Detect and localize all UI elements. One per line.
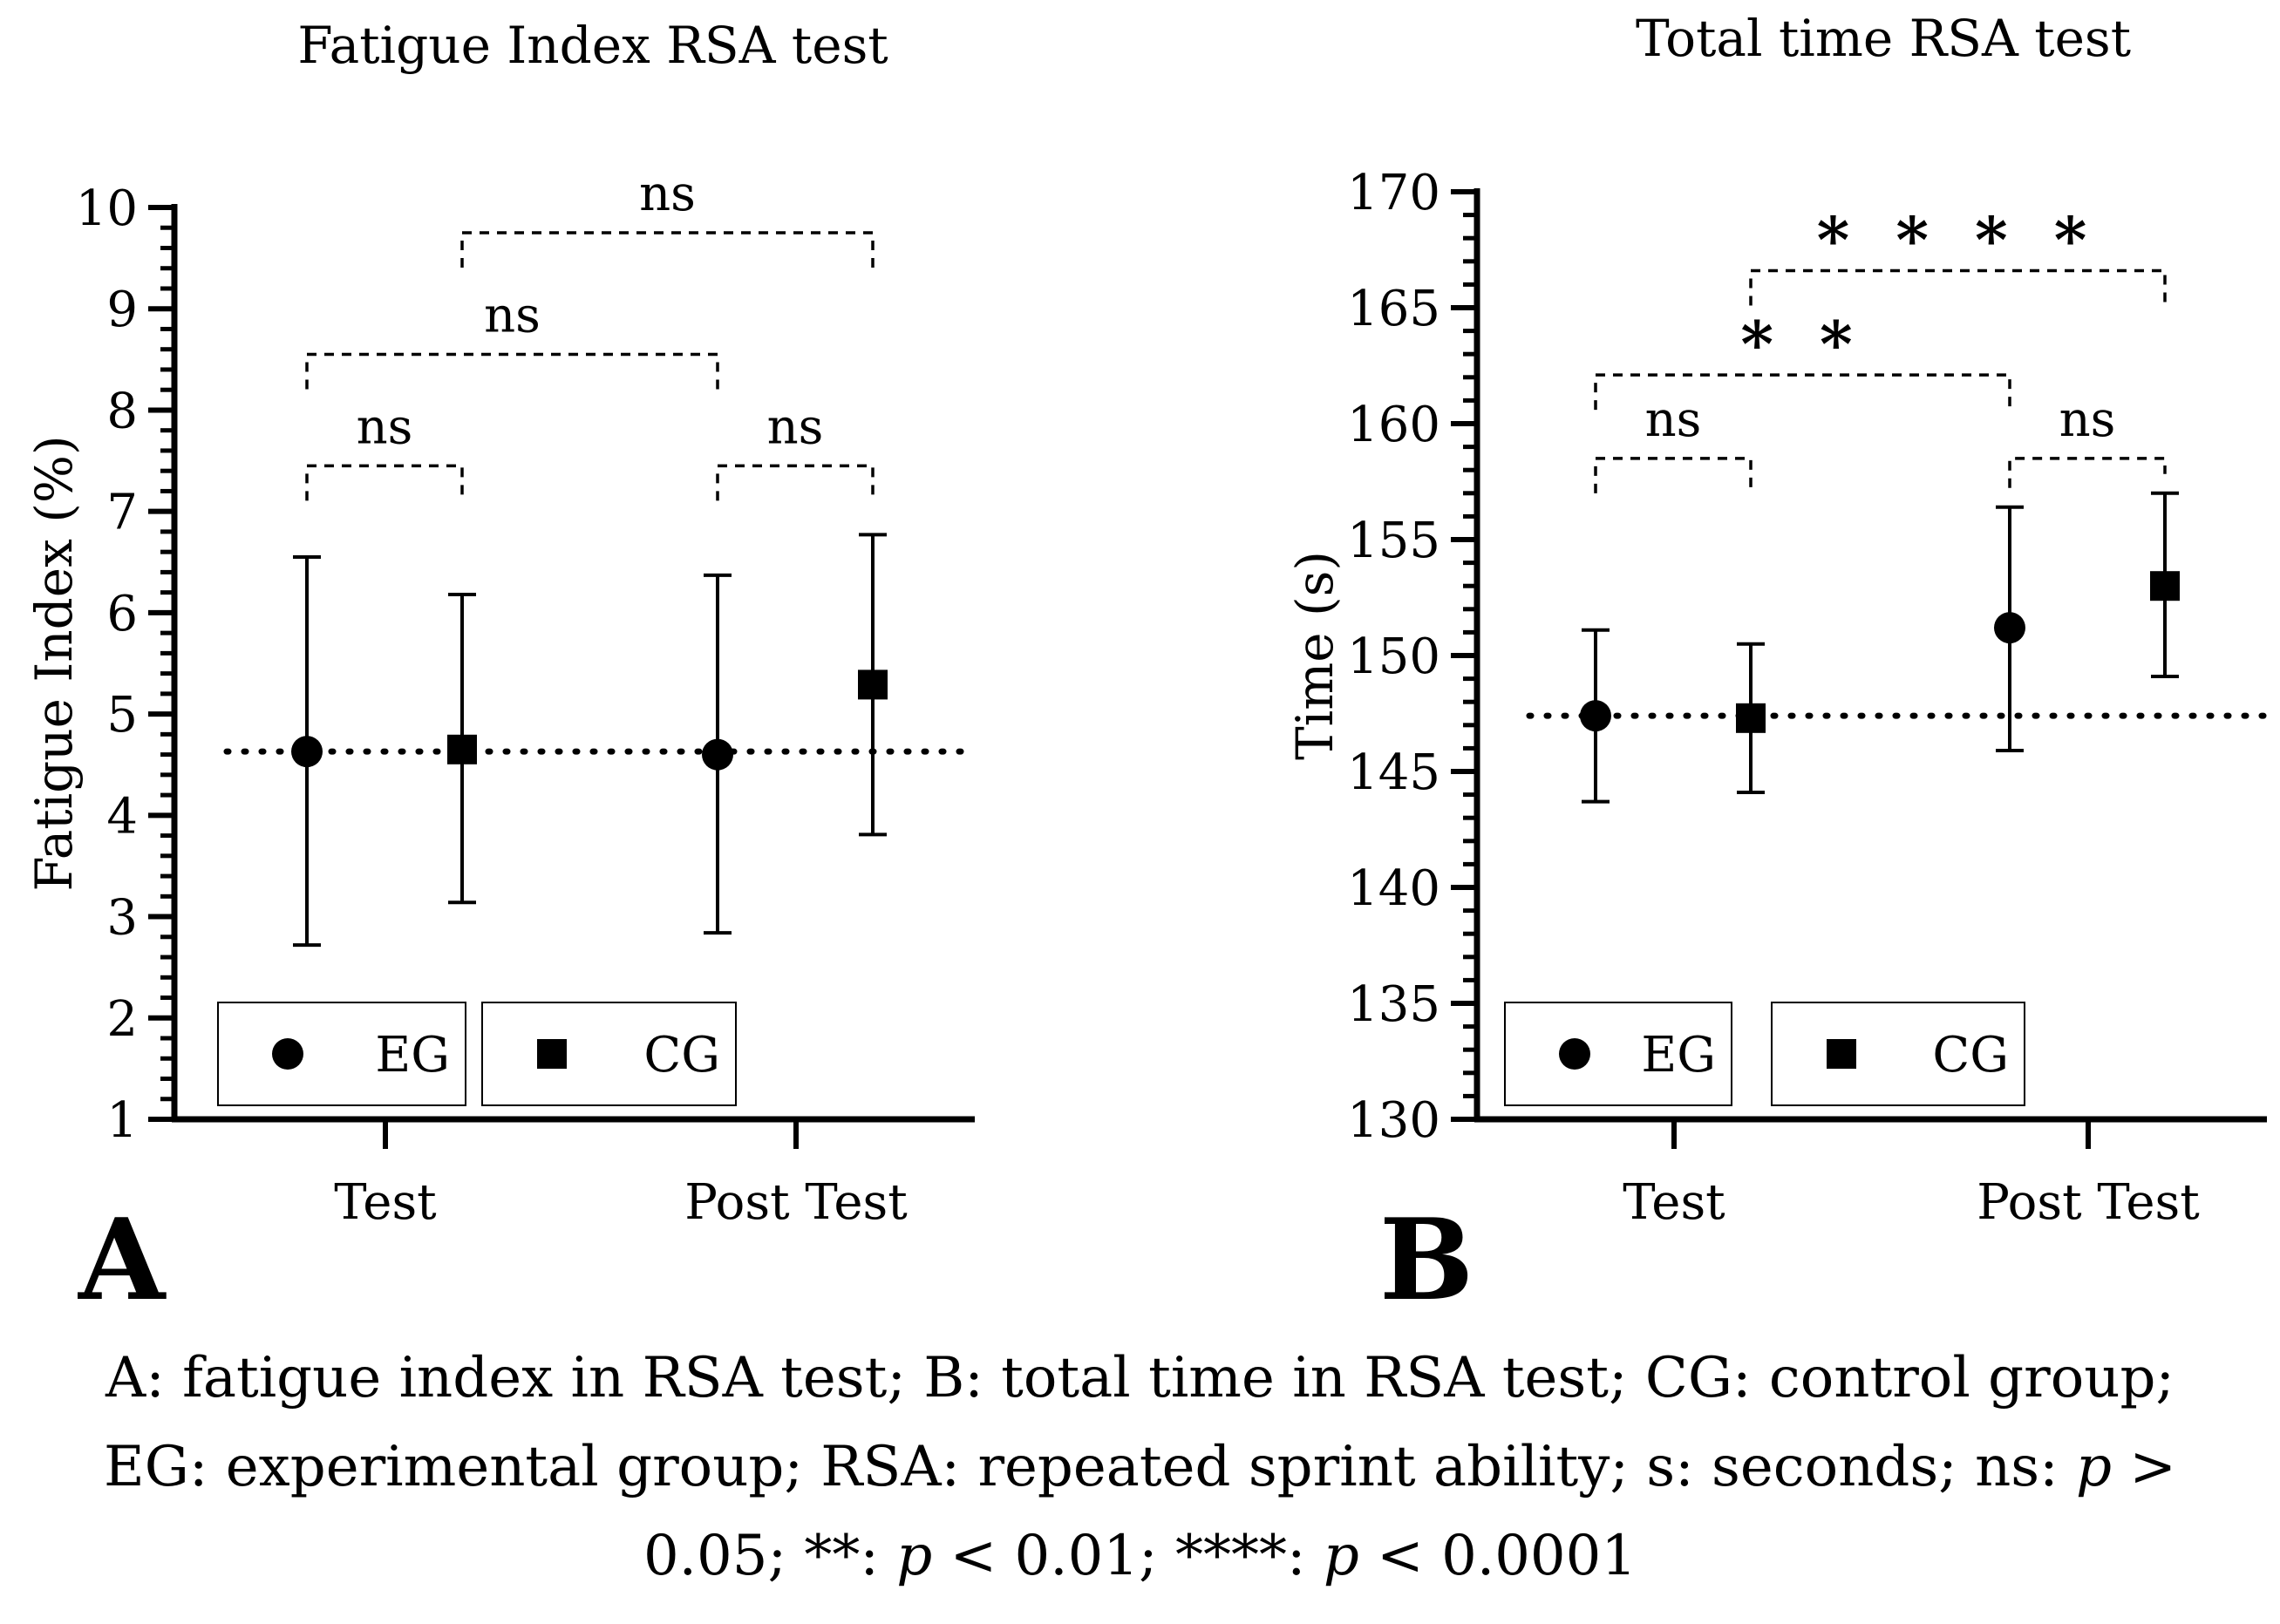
legend-marker-eg bbox=[272, 1038, 303, 1070]
y-tick-label: 155 bbox=[1347, 513, 1440, 569]
caption-p-symbol: p bbox=[2076, 1435, 2113, 1499]
comparison-bracket bbox=[1594, 373, 2011, 411]
x-tick-label: Post Test bbox=[684, 1174, 908, 1231]
y-tick-label: 170 bbox=[1347, 165, 1440, 221]
comparison-bracket bbox=[2008, 457, 2167, 488]
panel-b-total-time-chart: Total time RSA test 130 135 140 145 150 155 160… bbox=[1285, 9, 2270, 1326]
caption-line-2: EG: experimental group; RSA: repeated sp… bbox=[104, 1435, 2059, 1499]
panel-label: A bbox=[78, 1195, 167, 1326]
comparison-bracket bbox=[716, 464, 875, 501]
significance-label: ns bbox=[2059, 391, 2116, 448]
x-tick-label: Test bbox=[1623, 1174, 1725, 1231]
legend-label: CG bbox=[1932, 1027, 2009, 1084]
x-tick-label: Test bbox=[334, 1174, 437, 1231]
panel-label: B bbox=[1379, 1195, 1473, 1326]
y-tick-label: 165 bbox=[1347, 281, 1440, 337]
y-tick-label: 10 bbox=[76, 180, 138, 237]
y-tick-label: 6 bbox=[106, 586, 138, 642]
legend-label: EG bbox=[375, 1027, 450, 1084]
comparison-bracket bbox=[305, 352, 719, 390]
caption-p-symbol: p bbox=[896, 1524, 933, 1588]
significance-label: ns bbox=[767, 398, 824, 455]
y-tick-label: 5 bbox=[106, 687, 138, 744]
y-tick-label: 150 bbox=[1347, 629, 1440, 685]
y-axis-title: Time (s) bbox=[1285, 551, 1344, 760]
y-tick-label: 135 bbox=[1347, 976, 1440, 1033]
y-tick-label: 9 bbox=[106, 282, 138, 338]
data-point-eg bbox=[291, 736, 323, 768]
caption-threshold-3: < 0.0001 bbox=[1358, 1524, 1637, 1588]
significance-label: * * * * bbox=[1817, 202, 2100, 276]
significance-label: ns bbox=[1645, 391, 1702, 448]
caption-gt: > bbox=[2112, 1435, 2176, 1499]
data-point-cg bbox=[2150, 571, 2180, 601]
chart-title: Fatigue Index RSA test bbox=[297, 16, 888, 75]
caption-line-1: A: fatigue index in RSA test; B: total t… bbox=[105, 1346, 2175, 1410]
y-tick-label: 1 bbox=[106, 1092, 138, 1149]
data-point-eg bbox=[1994, 612, 2025, 644]
comparison-bracket bbox=[460, 231, 875, 268]
data-point-cg bbox=[1736, 703, 1766, 733]
y-tick-label: 4 bbox=[106, 788, 138, 845]
legend-label: CG bbox=[643, 1027, 720, 1084]
legend-box bbox=[481, 1002, 737, 1106]
legend-marker-cg bbox=[1827, 1039, 1856, 1069]
y-tick-label: 7 bbox=[106, 485, 138, 541]
data-point-cg bbox=[858, 669, 888, 700]
legend-marker-cg bbox=[537, 1039, 567, 1069]
significance-label: ns bbox=[357, 398, 413, 455]
data-point-cg bbox=[447, 734, 477, 764]
caption-threshold-1: 0.05; **: bbox=[643, 1524, 879, 1588]
caption-threshold-2: < 0.01; ****: bbox=[932, 1524, 1306, 1588]
legend-box bbox=[1504, 1002, 1732, 1106]
legend-box bbox=[1771, 1002, 2025, 1106]
significance-label: ns bbox=[484, 288, 541, 344]
y-tick-label: 160 bbox=[1347, 397, 1440, 453]
significance-label: ns bbox=[639, 166, 696, 222]
comparison-bracket bbox=[1594, 457, 1753, 493]
y-tick-label: 3 bbox=[106, 890, 138, 947]
y-tick-label: 8 bbox=[106, 383, 138, 439]
y-axis-title: Fatigue Index (%) bbox=[24, 435, 84, 891]
chart-title: Total time RSA test bbox=[1636, 9, 2131, 68]
legend-marker-eg bbox=[1559, 1038, 1590, 1070]
legend-label: EG bbox=[1641, 1027, 1716, 1084]
data-point-eg bbox=[1580, 700, 1611, 732]
significance-label: * * bbox=[1740, 307, 1864, 381]
panel-a-fatigue-index-chart: Fatigue Index RSA test 1 2 3 4 5 6 7 8 9 10 Fatigue… bbox=[24, 16, 978, 1326]
y-tick-label: 130 bbox=[1347, 1092, 1440, 1149]
caption-p-symbol: p bbox=[1323, 1524, 1359, 1588]
y-tick-label: 2 bbox=[106, 991, 138, 1048]
y-tick-label: 145 bbox=[1347, 744, 1440, 801]
y-tick-label: 140 bbox=[1347, 860, 1440, 917]
x-tick-label: Post Test bbox=[1977, 1174, 2200, 1231]
legend-box bbox=[217, 1002, 466, 1106]
data-point-eg bbox=[702, 738, 733, 771]
comparison-bracket bbox=[305, 464, 464, 501]
figure-caption: A: fatigue index in RSA test; B: total t… bbox=[52, 1334, 2228, 1600]
comparison-bracket bbox=[1749, 268, 2167, 306]
